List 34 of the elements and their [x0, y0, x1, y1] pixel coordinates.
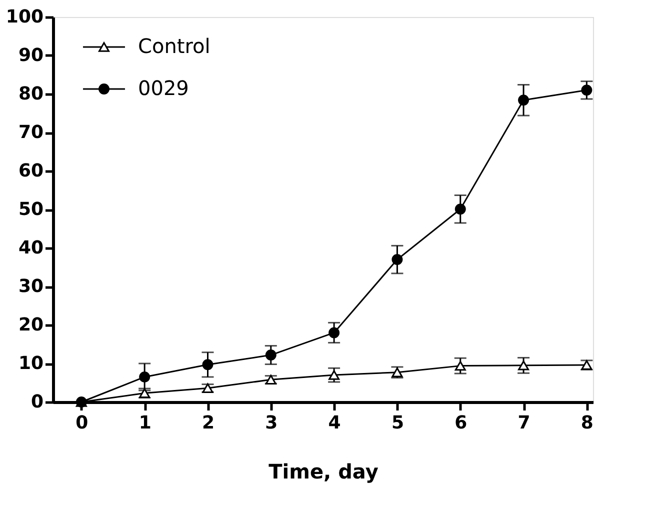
y-tick-label: 80: [18, 84, 44, 104]
y-tick-label: 50: [18, 199, 44, 220]
y-tick-label: 100: [6, 6, 44, 28]
x-tick-label: 2: [202, 412, 214, 434]
y-tick-label: 60: [18, 160, 44, 182]
legend-label: Control: [138, 34, 210, 58]
y-tick-label: 90: [18, 45, 44, 66]
point: [328, 370, 340, 380]
point: [454, 204, 466, 215]
y-tick-label: 40: [18, 238, 44, 258]
point: [454, 360, 466, 371]
point: [581, 84, 592, 96]
y-tick-label: 70: [18, 122, 44, 143]
x-tick-label: 4: [328, 412, 341, 434]
x-tick-label: 6: [454, 412, 468, 434]
y-tick-label: 30: [18, 276, 44, 297]
x-tick-label: 0: [76, 412, 88, 434]
x-tick-label: 3: [265, 412, 278, 434]
point: [139, 371, 150, 382]
y-tick-label: 20: [18, 314, 44, 336]
y-tick-label: 0: [30, 392, 44, 412]
point: [392, 254, 403, 266]
point: [518, 360, 530, 370]
point: [328, 327, 340, 338]
x-tick-label: 7: [518, 412, 530, 434]
legend-label: 0029: [138, 76, 189, 100]
x-axis-title: Time, day: [268, 460, 378, 484]
point: [518, 94, 530, 106]
x-tick-label: 5: [391, 412, 404, 434]
x-tick-label: 1: [138, 412, 152, 434]
x-tick-label: 8: [580, 412, 594, 434]
y-tick-label: 10: [18, 353, 44, 374]
point: [265, 350, 276, 361]
point: [202, 359, 214, 370]
